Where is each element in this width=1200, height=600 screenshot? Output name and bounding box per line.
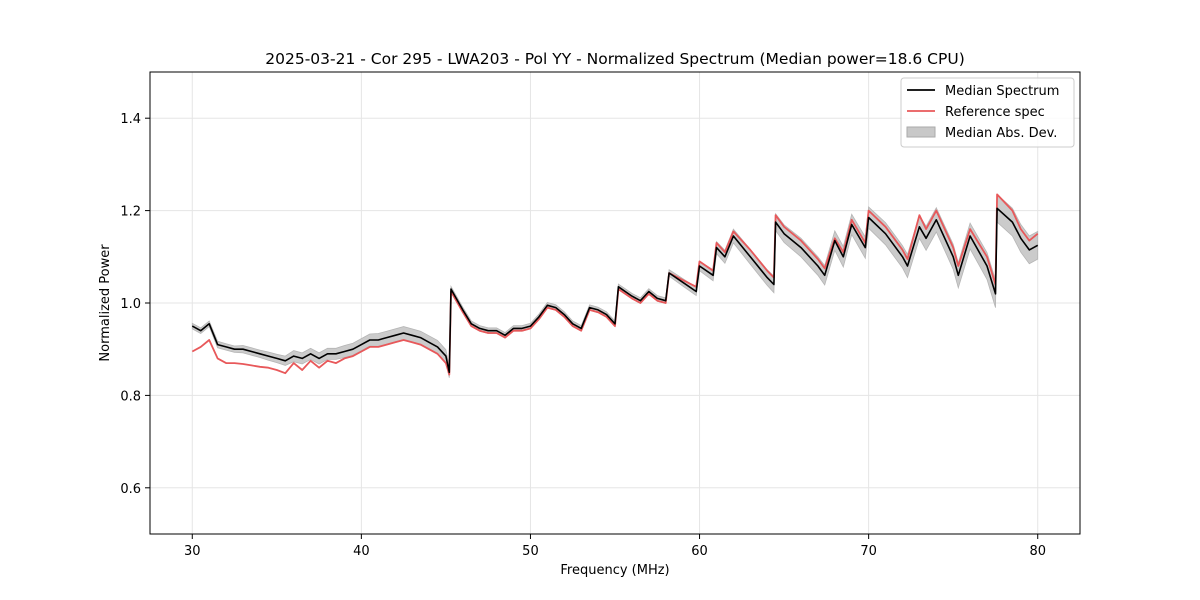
y-tick-label: 0.6 xyxy=(120,482,141,497)
x-tick-label: 30 xyxy=(184,544,201,559)
x-tick-label: 60 xyxy=(691,544,708,559)
y-tick-label: 1.0 xyxy=(120,297,141,312)
legend-label-mad: Median Abs. Dev. xyxy=(945,126,1057,141)
legend-label-reference: Reference spec xyxy=(945,105,1045,120)
y-axis: 0.6 0.8 1.0 1.2 1.4 xyxy=(120,112,150,497)
y-axis-label: Normalized Power xyxy=(98,244,113,362)
chart-title: 2025-03-21 - Cor 295 - LWA203 - Pol YY -… xyxy=(265,50,965,68)
legend-box xyxy=(900,77,1075,148)
legend: Median Spectrum Reference spec Median Ab… xyxy=(900,77,1075,148)
x-tick-label: 70 xyxy=(860,544,877,559)
y-tick-label: 1.4 xyxy=(120,112,141,127)
reference-spectrum-line xyxy=(191,193,1039,376)
x-axis-label: Frequency (MHz) xyxy=(560,563,669,578)
median-spectrum-line xyxy=(191,207,1039,374)
x-tick-label: 80 xyxy=(1029,544,1046,559)
legend-swatch-mad xyxy=(906,126,936,138)
x-tick-label: 50 xyxy=(522,544,539,559)
x-tick-label: 40 xyxy=(353,544,370,559)
y-tick-label: 0.8 xyxy=(120,389,141,404)
legend-label-median: Median Spectrum xyxy=(945,84,1059,99)
x-axis: 30 40 50 60 70 80 xyxy=(184,534,1046,559)
y-tick-label: 1.2 xyxy=(120,205,141,220)
series-layer xyxy=(191,193,1039,376)
